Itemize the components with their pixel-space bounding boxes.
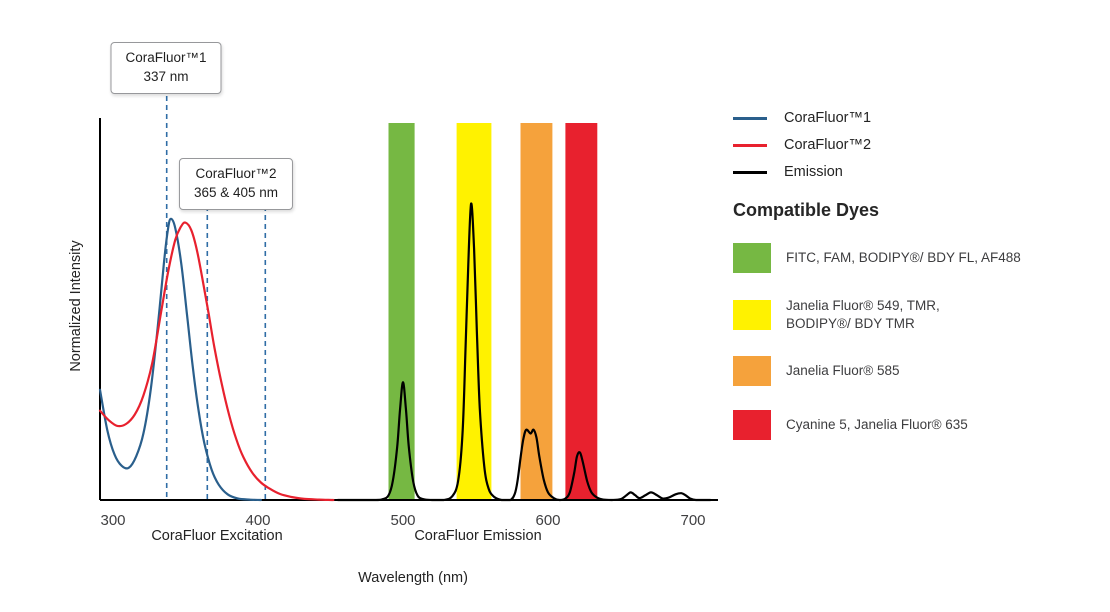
- legend-swatch-emission: [733, 170, 767, 174]
- legend-item-emission: Emission: [733, 164, 1105, 180]
- annotation-corafluor1-wavelength: 337 nm: [143, 68, 189, 84]
- dye-label-red: Cyanine 5, Janelia Fluor® 635: [786, 417, 968, 433]
- dye-item-yellow: Janelia Fluor® 549, TMR, BODIPY®/ BDY TM…: [733, 297, 1105, 332]
- annotation-corafluor1: CoraFluor™1 337 nm: [110, 42, 222, 94]
- dye-label-green: FITC, FAM, BODIPY®/ BDY FL, AF488: [786, 250, 1021, 266]
- dye-item-red: Cyanine 5, Janelia Fluor® 635: [733, 410, 1105, 441]
- legend-item-corafluor2: CoraFluor™2: [733, 137, 1105, 153]
- x-tick-label-400: 400: [245, 512, 270, 529]
- dye-label-orange: Janelia Fluor® 585: [786, 363, 900, 379]
- legend-label-corafluor2: CoraFluor™2: [784, 137, 872, 153]
- x-axis-region-label-emission: CoraFluor Emission: [414, 528, 542, 544]
- x-tick-label-500: 500: [390, 512, 415, 529]
- annotation-corafluor2-wavelength: 365 & 405 nm: [193, 184, 279, 200]
- legend-line-series: CoraFluor™1 CoraFluor™2 Emission: [733, 110, 1105, 180]
- series-curve-emission: [336, 202, 712, 502]
- emission-band-1: [388, 123, 415, 500]
- x-tick-label-300: 300: [100, 512, 125, 529]
- y-axis-label: Normalized Intensity: [68, 240, 84, 372]
- legend: CoraFluor™1 CoraFluor™2 Emission Compati…: [733, 110, 1105, 464]
- dye-label-yellow: Janelia Fluor® 549, TMR, BODIPY®/ BDY TM…: [786, 298, 940, 331]
- x-axis-region-label-excitation: CoraFluor Excitation: [151, 528, 283, 544]
- compatible-dyes-heading: Compatible Dyes: [733, 200, 880, 220]
- legend-swatch-corafluor1: [733, 116, 767, 120]
- dye-item-green: FITC, FAM, BODIPY®/ BDY FL, AF488: [733, 243, 1105, 273]
- dye-item-orange: Janelia Fluor® 585: [733, 356, 1105, 387]
- series-curve-corafluor-2: [98, 221, 335, 502]
- annotation-corafluor1-name: CoraFluor™1: [125, 50, 207, 65]
- x-axis-label: Wavelength (nm): [358, 570, 468, 586]
- annotation-corafluor2-name: CoraFluor™2: [195, 166, 277, 181]
- x-tick-label-600: 600: [535, 512, 560, 529]
- dye-swatch-red: [733, 410, 771, 441]
- emission-band-4: [565, 123, 598, 500]
- legend-label-emission: Emission: [784, 164, 843, 180]
- dye-swatch-orange: [733, 356, 771, 387]
- annotation-corafluor2: CoraFluor™2 365 & 405 nm: [178, 158, 294, 210]
- legend-swatch-corafluor2: [733, 143, 767, 147]
- dye-swatch-green: [733, 243, 771, 273]
- x-tick-label-700: 700: [680, 512, 705, 529]
- legend-label-corafluor1: CoraFluor™1: [784, 110, 872, 126]
- legend-item-corafluor1: CoraFluor™1: [733, 110, 1105, 126]
- series-curve-corafluor-1: [98, 217, 262, 502]
- dye-swatch-yellow: [733, 299, 771, 330]
